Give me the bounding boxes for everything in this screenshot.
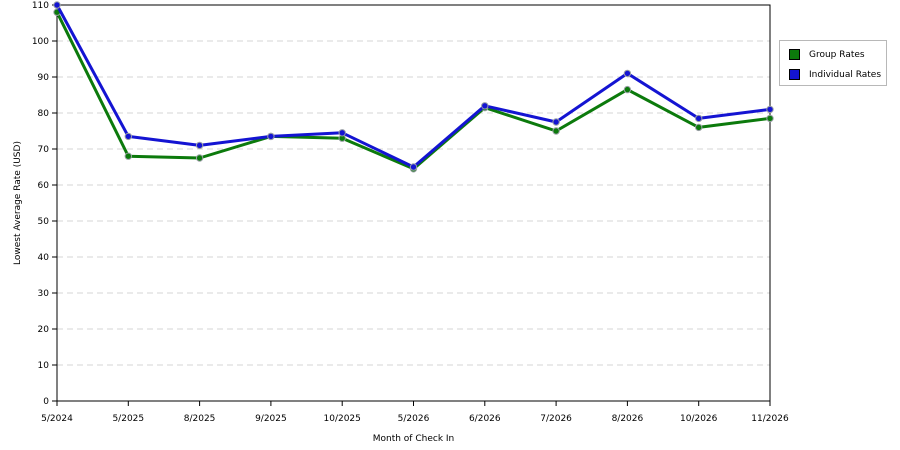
data-point-individual-rates xyxy=(481,102,489,110)
legend-label-group-rates: Group Rates xyxy=(809,49,865,60)
data-point-individual-rates xyxy=(766,105,774,114)
y-tick-label: 30 xyxy=(38,289,50,299)
data-point-group-rates xyxy=(124,152,133,160)
x-tick-label: 10/2025 xyxy=(324,414,361,424)
x-tick-label: 11/2026 xyxy=(751,414,789,424)
series xyxy=(53,1,774,173)
legend-swatch-group-rates xyxy=(789,49,800,60)
data-point-individual-rates xyxy=(623,69,632,78)
grid-lines xyxy=(57,40,770,366)
y-tick-label: 90 xyxy=(38,73,50,83)
data-point-individual-rates xyxy=(195,141,204,150)
y-tick-label: 20 xyxy=(38,325,50,335)
data-point-group-rates xyxy=(195,154,204,162)
x-tick-label: 9/2025 xyxy=(255,414,287,424)
data-point-individual-rates xyxy=(695,114,703,123)
plot-area xyxy=(56,4,771,402)
x-tick-label: 5/2026 xyxy=(398,414,430,424)
y-tick-label: 60 xyxy=(38,181,50,191)
axes: 0 10 20 30 40 50 60 70 80 90 100 110 5/2024 5/2025 8/2… xyxy=(32,1,789,424)
legend: Group Rates Individual Rates xyxy=(779,40,887,86)
data-point-group-rates xyxy=(766,114,774,123)
x-tick-label: 8/2026 xyxy=(612,414,644,424)
x-axis-title: Month of Check In xyxy=(373,434,455,444)
data-point-individual-rates xyxy=(409,163,418,171)
y-tick-label: 100 xyxy=(32,37,49,47)
y-tick-label: 70 xyxy=(38,145,50,155)
legend-item-individual-rates: Individual Rates xyxy=(789,68,881,81)
y-tick-label: 40 xyxy=(38,253,50,263)
data-point-group-rates xyxy=(552,127,560,135)
x-tick-label: 10/2026 xyxy=(680,414,718,424)
y-tick-label: 50 xyxy=(38,217,50,227)
legend-label-individual-rates: Individual Rates xyxy=(809,69,882,80)
y-tick-label: 10 xyxy=(38,361,50,371)
x-tick-label: 8/2025 xyxy=(184,414,216,424)
x-tick-label: 5/2024 xyxy=(41,414,73,424)
y-tick-label: 0 xyxy=(43,397,49,407)
legend-swatch-individual-rates xyxy=(789,69,800,80)
data-point-individual-rates xyxy=(53,1,61,9)
legend-item-group-rates: Group Rates xyxy=(789,48,865,61)
data-point-individual-rates xyxy=(338,129,346,137)
data-point-group-rates xyxy=(623,85,632,94)
series-line-group-rates xyxy=(55,11,771,171)
data-point-group-rates xyxy=(695,123,703,132)
data-point-individual-rates xyxy=(267,132,275,141)
x-tick-label: 7/2026 xyxy=(540,414,572,424)
data-point-individual-rates xyxy=(552,118,560,126)
y-tick-label: 80 xyxy=(38,109,50,119)
series-line-individual-rates xyxy=(55,4,771,169)
x-tick-label: 6/2026 xyxy=(469,414,501,424)
x-tick-label: 5/2025 xyxy=(112,414,144,424)
data-point-individual-rates xyxy=(124,132,133,141)
y-axis-title: Lowest Average Rate (USD) xyxy=(13,141,23,265)
y-tick-label: 110 xyxy=(32,1,49,11)
